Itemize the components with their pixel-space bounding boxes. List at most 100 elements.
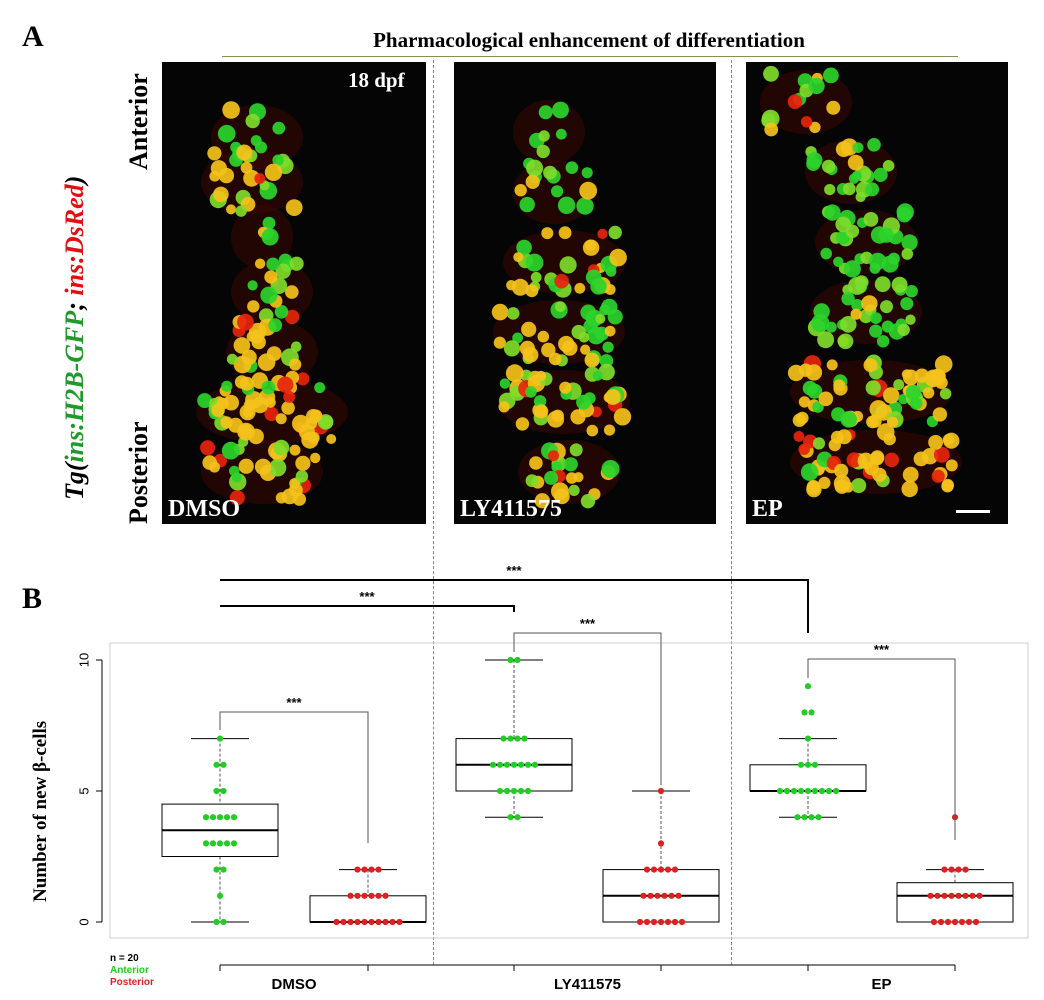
cell — [557, 196, 576, 214]
data-point — [202, 840, 210, 847]
cell — [516, 239, 532, 256]
micrograph-dmso: 18 dpf DMSO — [162, 62, 426, 524]
cell — [226, 204, 236, 215]
data-point — [531, 761, 539, 768]
cell — [266, 257, 280, 271]
cell — [924, 369, 943, 388]
cell — [576, 197, 594, 215]
cell — [848, 276, 867, 295]
data-point — [209, 814, 217, 821]
cell — [798, 443, 810, 455]
cell — [592, 370, 603, 381]
data-point — [657, 918, 665, 926]
cell — [493, 336, 506, 349]
cell — [499, 378, 511, 389]
cell — [569, 443, 583, 457]
data-point — [776, 787, 784, 795]
cell — [554, 488, 570, 505]
cell — [826, 100, 841, 115]
cell — [850, 308, 862, 320]
cell — [902, 369, 919, 386]
cell — [943, 432, 960, 449]
bracket-dmso-vs-ly — [220, 605, 515, 612]
cell — [568, 484, 580, 496]
data-point — [496, 787, 504, 795]
data-point — [636, 918, 644, 926]
tissue-glow — [760, 70, 852, 134]
cell — [551, 185, 564, 198]
cell — [254, 173, 266, 184]
data-point — [213, 866, 220, 873]
cell — [833, 256, 844, 267]
cell — [605, 389, 621, 405]
cell — [241, 349, 257, 365]
data-point — [489, 761, 497, 768]
data-point — [216, 892, 224, 899]
cell — [817, 331, 835, 349]
cell — [289, 358, 302, 371]
cell — [837, 333, 854, 350]
cell — [209, 170, 221, 182]
cell — [268, 318, 283, 333]
data-point — [811, 787, 819, 795]
cell — [576, 394, 592, 410]
data-point — [230, 840, 238, 847]
cell — [220, 416, 233, 429]
cell — [262, 216, 276, 230]
data-point — [216, 814, 224, 821]
cell — [310, 452, 321, 464]
cell — [852, 142, 864, 153]
cell — [275, 263, 291, 279]
cell — [901, 480, 918, 498]
cell — [800, 116, 813, 128]
data-point — [948, 892, 955, 899]
cell — [581, 167, 593, 179]
data-point — [521, 735, 528, 742]
cell — [855, 191, 866, 203]
cell — [793, 431, 805, 442]
data-point — [223, 814, 231, 821]
data-point — [671, 866, 679, 873]
data-point — [361, 866, 368, 873]
data-point — [815, 814, 822, 821]
cell — [555, 128, 567, 140]
significance-label: *** — [874, 642, 890, 657]
cell — [236, 144, 253, 161]
cell — [513, 252, 524, 263]
y-tick-label: 0 — [77, 918, 92, 925]
cell — [289, 478, 300, 489]
cell — [260, 286, 278, 304]
cell — [883, 387, 900, 404]
box — [896, 882, 1014, 923]
bracket-ep — [807, 658, 956, 840]
cell — [586, 424, 599, 437]
cell — [941, 480, 954, 493]
cell — [597, 228, 608, 239]
cell — [217, 124, 236, 143]
cell — [525, 474, 539, 488]
cell — [867, 138, 881, 152]
cell — [595, 313, 606, 324]
cell — [264, 270, 278, 284]
cell — [314, 382, 326, 394]
micrograph-ep-cells — [760, 65, 962, 498]
cell — [243, 169, 260, 187]
data-point — [664, 918, 672, 926]
cell — [585, 239, 597, 251]
data-point — [962, 892, 969, 899]
cell — [851, 478, 867, 494]
cell — [235, 205, 247, 217]
cell — [865, 182, 880, 197]
data-point — [825, 787, 833, 795]
cell — [538, 105, 553, 120]
cell — [277, 376, 294, 393]
data-point — [675, 892, 682, 899]
cell — [559, 256, 577, 274]
data-point — [524, 761, 532, 768]
data-point — [804, 683, 812, 690]
y-tick-label: 5 — [77, 787, 92, 794]
data-point — [657, 787, 665, 795]
data-point — [818, 787, 826, 795]
cell — [541, 342, 556, 358]
